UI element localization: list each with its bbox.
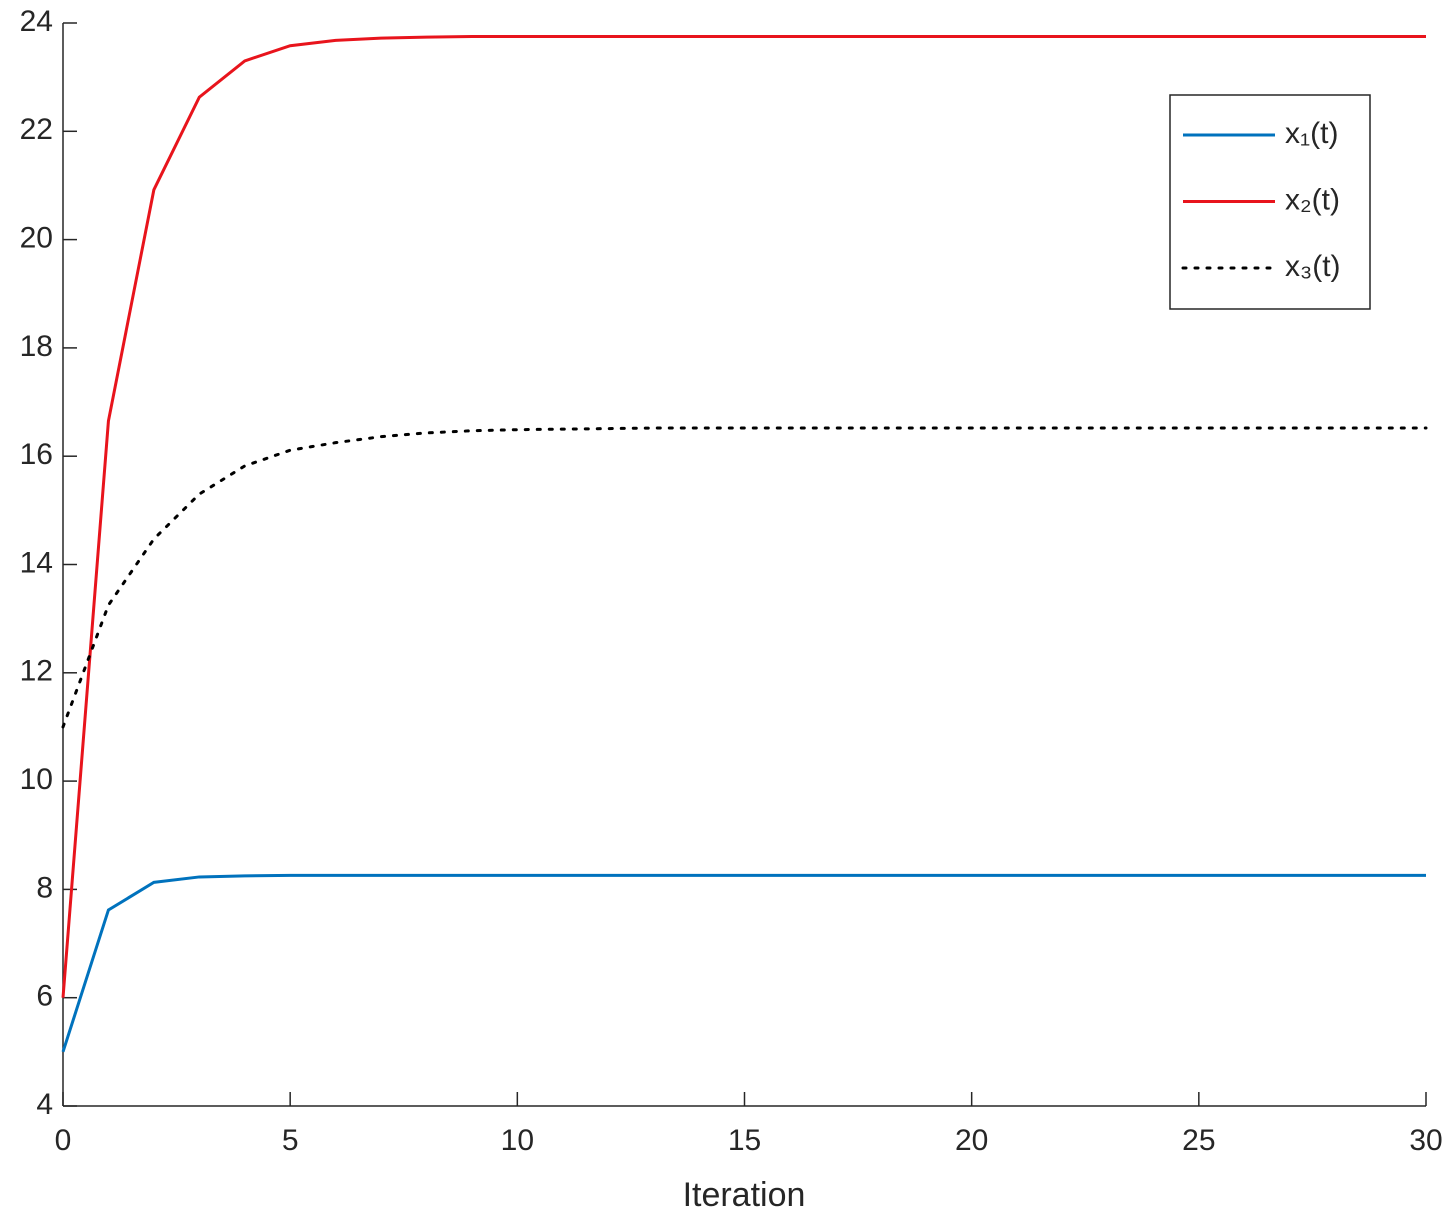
x-axis-label: Iteration xyxy=(683,1176,806,1214)
series-line xyxy=(61,426,1428,729)
y-tick-label: 10 xyxy=(20,763,53,796)
y-tick-label: 12 xyxy=(20,655,53,688)
legend-label: x₂(t) xyxy=(1285,183,1340,216)
y-tick-label: 16 xyxy=(20,438,53,471)
x-tick-label: 0 xyxy=(55,1124,72,1157)
y-tick-label: 6 xyxy=(36,980,53,1013)
x-tick-label: 30 xyxy=(1409,1124,1442,1157)
y-tick-label: 18 xyxy=(20,330,53,363)
series-line xyxy=(61,35,1426,998)
y-tick-label: 8 xyxy=(36,871,53,904)
x-tick-label: 5 xyxy=(282,1124,299,1157)
y-tick-label: 24 xyxy=(20,5,53,38)
x-tick-label: 15 xyxy=(728,1124,761,1157)
y-tick-label: 4 xyxy=(36,1088,53,1121)
y-tick-label: 20 xyxy=(20,222,53,255)
y-tick-label: 14 xyxy=(20,546,53,579)
x-tick-label: 20 xyxy=(955,1124,988,1157)
legend-label: x₃(t) xyxy=(1285,250,1341,283)
x-tick-label: 25 xyxy=(1182,1124,1215,1157)
y-tick-label: 22 xyxy=(20,113,53,146)
series-line xyxy=(61,873,1426,1053)
legend-label: x₁(t) xyxy=(1285,117,1338,150)
x-tick-label: 10 xyxy=(501,1124,534,1157)
